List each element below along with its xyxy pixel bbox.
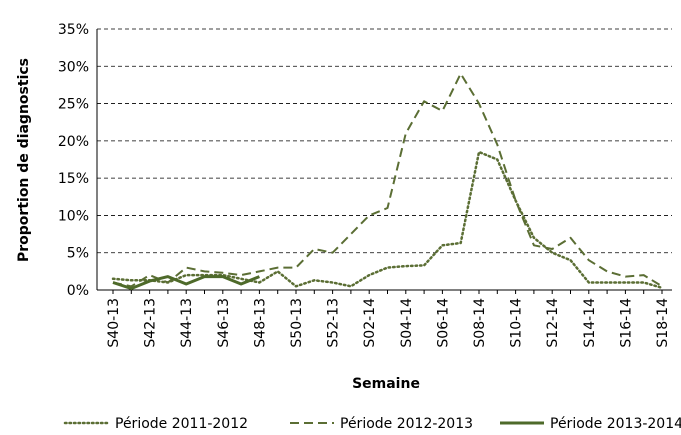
y-tick-label: 0% bbox=[67, 283, 89, 299]
x-tick-label: S18-14 bbox=[655, 298, 671, 348]
series-line bbox=[111, 150, 664, 290]
x-tick-label: S44-13 bbox=[179, 298, 195, 348]
legend-label: Période 2012-2013 bbox=[340, 416, 473, 432]
x-tick-label: S42-13 bbox=[143, 298, 159, 348]
legend-label: Période 2011-2012 bbox=[115, 416, 248, 432]
y-tick-label: 35% bbox=[58, 22, 89, 38]
x-axis-title: Semaine bbox=[352, 376, 420, 392]
x-tick-label: S10-14 bbox=[509, 298, 525, 348]
x-tick-label: S50-13 bbox=[289, 298, 305, 348]
x-tick-label: S08-14 bbox=[472, 298, 488, 348]
y-tick-label: 10% bbox=[58, 208, 89, 224]
x-tick-label: S12-14 bbox=[545, 298, 561, 348]
series-line bbox=[112, 72, 663, 288]
x-tick-label: S02-14 bbox=[362, 298, 378, 348]
x-tick-label: S52-13 bbox=[326, 298, 342, 348]
x-tick-label: S04-14 bbox=[399, 298, 415, 348]
y-axis-title: Proportion de diagnostics bbox=[16, 58, 32, 262]
x-tick-label: S48-13 bbox=[252, 298, 268, 348]
y-tick-label: 15% bbox=[58, 171, 89, 187]
x-tick-label: S16-14 bbox=[618, 298, 634, 348]
x-tick-label: S14-14 bbox=[582, 298, 598, 348]
y-tick-label: 5% bbox=[67, 246, 89, 262]
x-tick-label: S46-13 bbox=[216, 298, 232, 348]
x-tick-label: S40-13 bbox=[106, 298, 122, 348]
series-line bbox=[112, 275, 260, 290]
y-tick-label: 30% bbox=[58, 59, 89, 75]
y-tick-label: 25% bbox=[58, 97, 89, 113]
legend-label: Période 2013-2014 bbox=[550, 416, 681, 432]
x-tick-label: S06-14 bbox=[435, 298, 451, 348]
y-tick-label: 20% bbox=[58, 134, 89, 150]
